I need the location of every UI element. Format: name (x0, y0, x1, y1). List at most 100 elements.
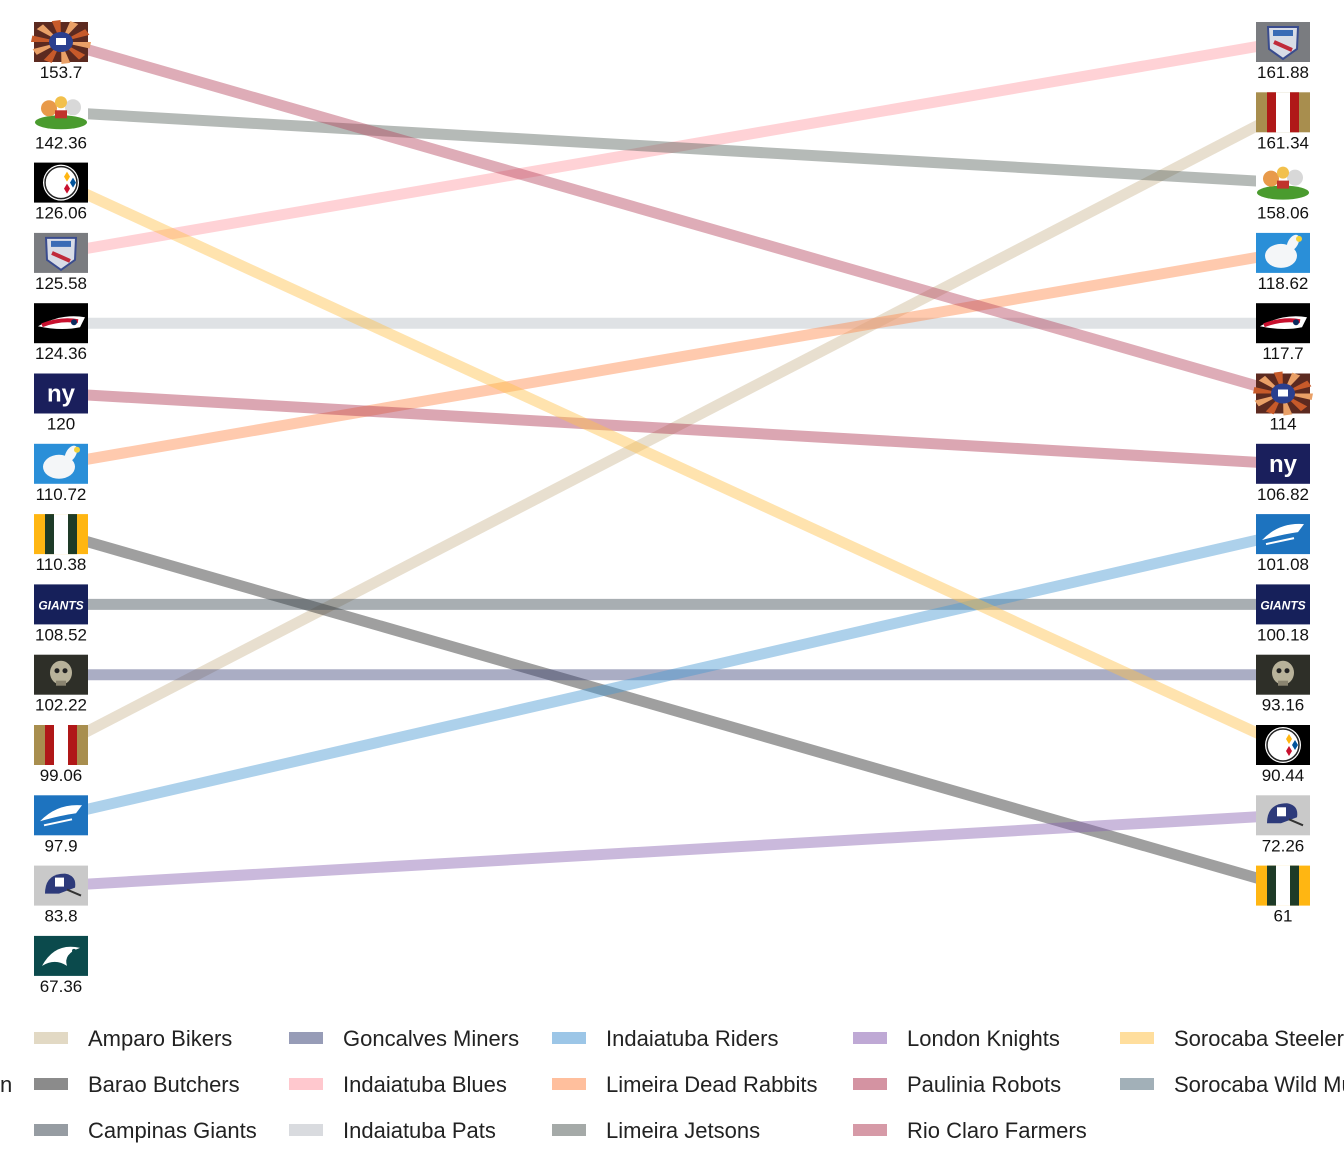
right-rank-item: 101.08 (1256, 514, 1310, 574)
legend-item-goncalves-miners: Goncalves Miners (289, 1026, 519, 1051)
ny-logo-icon: ny (34, 373, 88, 414)
legend-item-barao-butchers: Barao Butchers (34, 1072, 240, 1097)
left-rank-item: 110.72 (34, 443, 88, 504)
panther-blue-icon (1256, 514, 1310, 555)
legend-item-campinas-giants: Campinas Giants (34, 1118, 257, 1143)
legend-swatch (289, 1032, 323, 1044)
series-line-paulinia-robots (60, 388, 1284, 470)
stripe-gold-red-icon (1256, 92, 1310, 133)
giants-wordmark-icon: GIANTS (34, 584, 88, 625)
svg-text:ny: ny (47, 381, 76, 408)
legend-swatch (34, 1032, 68, 1044)
series-line-rio-claro-farmers (59, 36, 1285, 399)
legend-swatch (289, 1124, 323, 1136)
legend-item-rio-claro-farmers: Rio Claro Farmers (853, 1118, 1087, 1143)
legend-item-sorocaba-steelers: Sorocaba Steelers (1120, 1026, 1344, 1051)
value-label: 108.52 (35, 625, 87, 644)
stripe-gold-red-icon (34, 725, 88, 765)
value-label: 142.36 (35, 133, 87, 152)
ny-logo-icon: ny (1256, 443, 1310, 484)
right-rank-item: 93.16 (1256, 654, 1310, 715)
legend-swatch (34, 1124, 68, 1136)
left-rank-item: 125.58 (34, 232, 88, 293)
series-line-barao-butchers (59, 528, 1285, 891)
eagle-green-icon (34, 935, 88, 976)
legend-item-limeira-jetsons: Limeira Jetsons (552, 1118, 760, 1143)
left-rank-item: ny 120 (34, 373, 88, 434)
legend-label: Indaiatuba Pats (343, 1118, 496, 1143)
legend-label: Limeira Jetsons (606, 1118, 760, 1143)
legend-swatch (552, 1078, 586, 1090)
right-rank-item: 117.7 (1256, 303, 1310, 363)
series-line-indaiatuba-blues (60, 36, 1284, 259)
legend-label: London Knights (907, 1026, 1060, 1051)
series-line-limeira-dead-rabbits (60, 247, 1284, 470)
value-label: 97.9 (44, 836, 77, 855)
value-label: 118.62 (1258, 274, 1309, 293)
value-label: 100.18 (1257, 625, 1309, 644)
legend-swatch (289, 1078, 323, 1090)
value-label: 126.06 (35, 204, 87, 223)
series-line-london-knights (60, 809, 1284, 892)
legend-swatch (34, 1078, 68, 1090)
giants-wordmark-icon: GIANTS (1256, 584, 1310, 625)
left-rank-item: 83.8 (34, 865, 88, 926)
value-label: 125.58 (35, 274, 87, 293)
patriot-head-icon (34, 303, 88, 344)
cartoon-jetsons-icon (1256, 162, 1310, 203)
legend-item-paulinia-robots: Paulinia Robots (853, 1072, 1061, 1097)
series-line-amparo-bikers (58, 107, 1286, 750)
value-label: 120 (47, 415, 75, 434)
svg-text:GIANTS: GIANTS (1260, 598, 1305, 612)
legend-item-sorocaba-wild-mustangs: Sorocaba Wild Mustangs (1120, 1072, 1344, 1097)
shield-blues-icon (34, 232, 88, 273)
legend-swatch (1120, 1078, 1154, 1090)
helmet-nfl-icon (1256, 795, 1310, 836)
right-rank-item: 161.88 (1256, 22, 1310, 82)
right-rank-item: 158.06 (1256, 162, 1310, 223)
value-label: 83.8 (44, 907, 77, 926)
right-rank-item: 114 (1253, 371, 1313, 434)
starburst-helmet-icon (31, 20, 91, 64)
series-line-limeira-jetsons (60, 106, 1284, 189)
legend-swatch (853, 1078, 887, 1090)
left-rank-item: 110.38 (34, 514, 88, 574)
starburst-helmet-icon (1253, 371, 1313, 416)
legend-label: Amparo Bikers (88, 1026, 232, 1051)
left-rank-item: 102.22 (34, 654, 88, 715)
legend-swatch (1120, 1032, 1154, 1044)
rabbit-cloud-icon (34, 443, 88, 484)
right-rank-item: 161.34 (1256, 92, 1310, 152)
steelers-logo-icon (34, 162, 88, 203)
series-line-sorocaba-steelers (58, 177, 1286, 750)
legend-title-fragment: n (0, 1072, 12, 1097)
value-label: 99.06 (40, 766, 83, 785)
right-rank-item: 61 (1256, 865, 1310, 926)
value-label: 158.06 (1257, 204, 1309, 223)
left-rank-item: 99.06 (34, 725, 88, 785)
value-label: 110.72 (36, 485, 87, 504)
legend-item-limeira-dead-rabbits: Limeira Dead Rabbits (552, 1072, 818, 1097)
value-label: 161.88 (1257, 63, 1309, 82)
slope-lines (58, 36, 1286, 892)
steelers-logo-icon (1256, 725, 1310, 765)
stripe-green-gold-icon (1256, 865, 1310, 906)
rabbit-cloud-icon (1256, 232, 1310, 273)
right-rank-item: 118.62 (1256, 232, 1310, 293)
legend-swatch (552, 1124, 586, 1136)
legend-label: Barao Butchers (88, 1072, 240, 1097)
right-rank-item: GIANTS 100.18 (1256, 584, 1310, 644)
legend-label: Paulinia Robots (907, 1072, 1061, 1097)
cartoon-jetsons-icon (34, 92, 88, 133)
right-rank-item: ny 106.82 (1256, 443, 1310, 504)
legend-label: Campinas Giants (88, 1118, 257, 1143)
legend-swatch (552, 1032, 586, 1044)
right-rank-item: 72.26 (1256, 795, 1310, 855)
legend-item-london-knights: London Knights (853, 1026, 1060, 1051)
patriot-head-icon (1256, 303, 1310, 344)
value-label: 161.34 (1257, 133, 1309, 152)
legend-label: Goncalves Miners (343, 1026, 519, 1051)
legend-label: Sorocaba Steelers (1174, 1026, 1344, 1051)
stripe-green-gold-icon (34, 514, 88, 555)
